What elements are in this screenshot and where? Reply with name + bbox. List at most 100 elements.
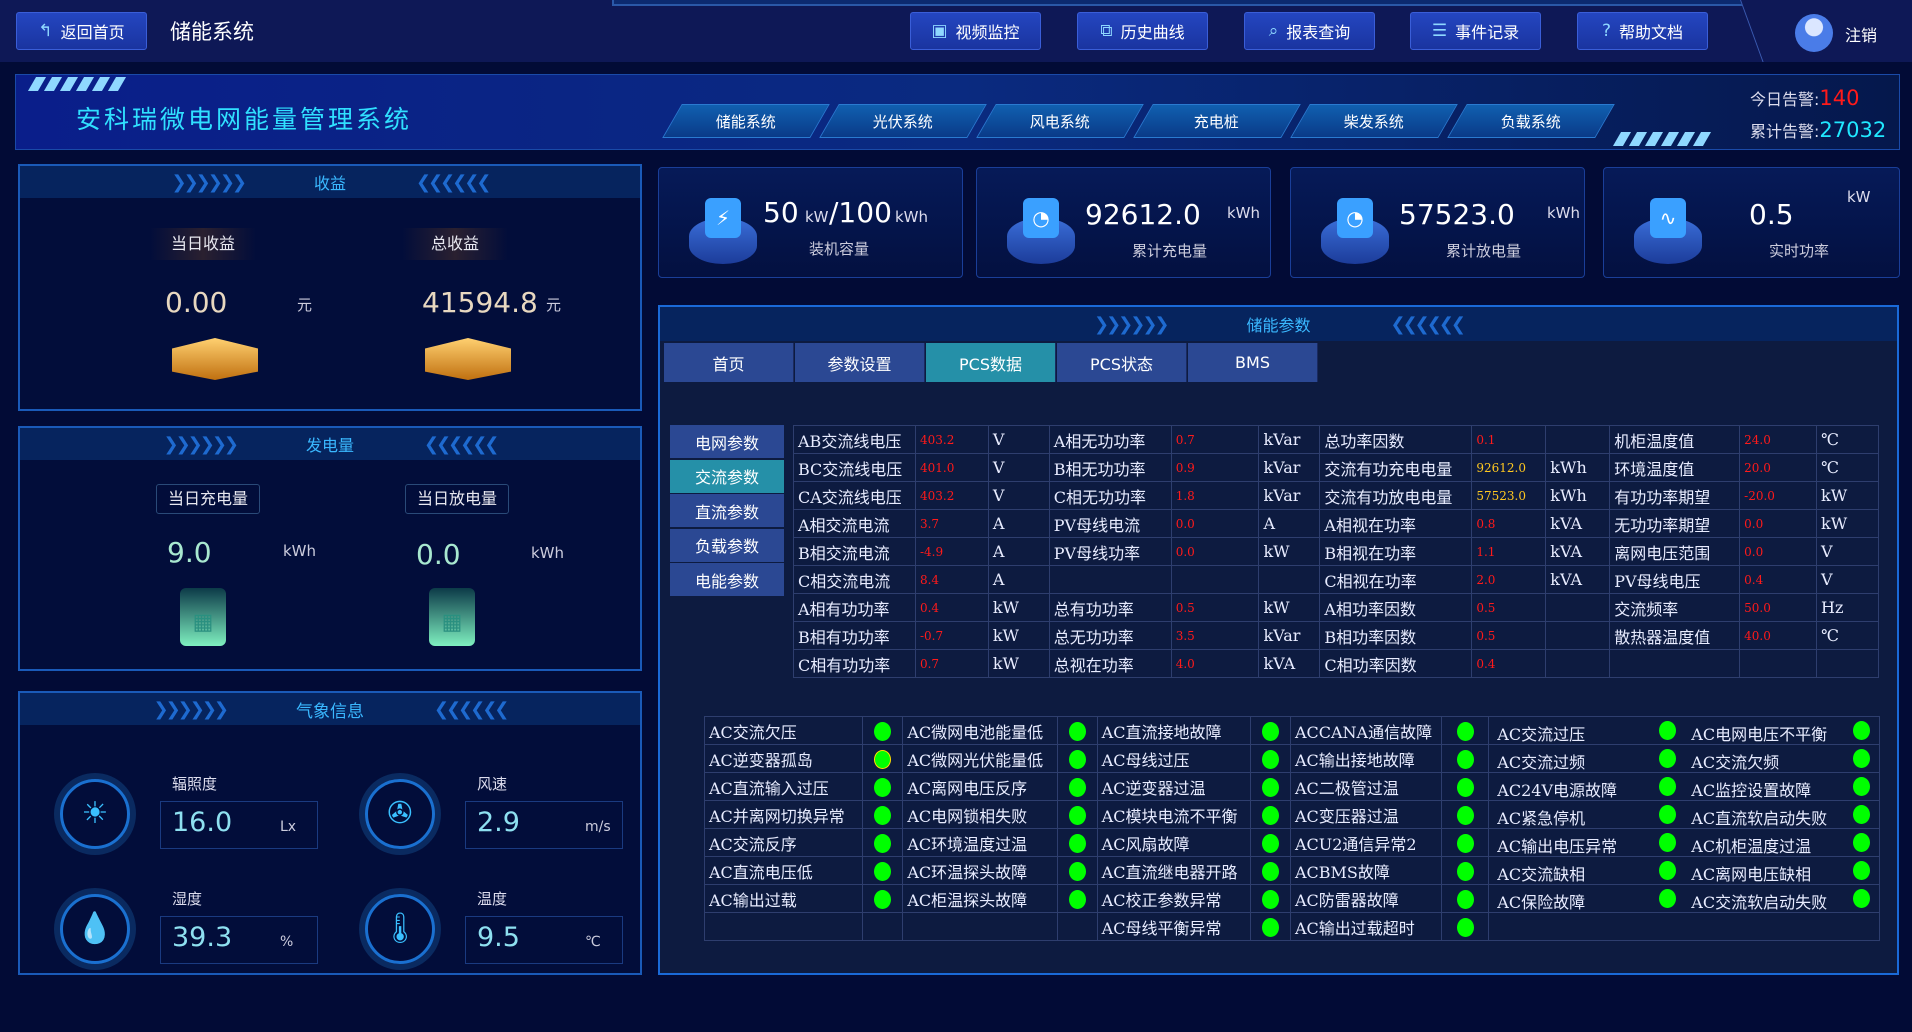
fault-row: AC逆变器孤岛 AC微网光伏能量低 AC母线过压 AC输出接地故障 AC交流过频 AC交流… <box>703 744 1880 773</box>
nav-button-3[interactable]: ☰ 事件记录 <box>1410 12 1541 50</box>
param-label: PV母线功率 <box>1048 537 1172 566</box>
logout-link[interactable]: 注销 <box>1845 26 1878 45</box>
fault-label: ACU2通信异常2 <box>1289 828 1443 857</box>
fault-label: AC防雷器故障 <box>1289 884 1443 913</box>
fault-pair-cell <box>1488 912 1880 941</box>
param-unit: kVar <box>1258 453 1321 482</box>
param-value: 0.4 <box>914 593 989 622</box>
side-tab-4[interactable]: 电能参数 <box>670 563 784 596</box>
fault-pair-cell: AC输出电压异常 AC机柜温度过温 <box>1488 828 1880 857</box>
param-label: A相视在功率 <box>1319 509 1473 538</box>
chart-icon: ⧉ <box>1100 21 1113 41</box>
fault-label: AC交流过压 <box>1497 725 1586 744</box>
fault-label: AC交流反序 <box>703 828 864 857</box>
side-tab-0[interactable]: 电网参数 <box>670 425 784 458</box>
system-tab-5[interactable]: 负载系统 <box>1447 104 1615 138</box>
side-tab-2[interactable]: 直流参数 <box>670 494 784 527</box>
weather-value-box <box>160 916 318 964</box>
stat-card: ◔ 92612.0 kWh 累计充电量 <box>976 167 1271 278</box>
fault-label: AC逆变器过温 <box>1096 772 1251 801</box>
fault-label: AC交流欠频 <box>1691 753 1780 772</box>
document-icon: ☰ <box>1431 21 1448 41</box>
fault-indicator <box>1441 744 1490 773</box>
weather-label: 风速 <box>477 775 508 793</box>
status-dot-icon <box>1456 777 1474 797</box>
fault-label: AC电网锁相失败 <box>902 800 1058 829</box>
system-tab-label: 储能系统 <box>715 112 776 131</box>
param-value: 0.7 <box>1170 425 1260 454</box>
fault-row: AC直流输入过压 AC离网电压反序 AC逆变器过温 AC二极管过温 AC24V电源故障 A… <box>703 772 1880 801</box>
param-label: B相交流电流 <box>793 537 916 566</box>
tab-4[interactable]: BMS <box>1188 343 1318 382</box>
fault-indicator <box>1056 744 1098 773</box>
system-tab-4[interactable]: 柴发系统 <box>1290 104 1458 138</box>
status-dot-icon <box>1659 833 1677 852</box>
param-unit: A <box>987 565 1050 594</box>
fault-label: AC交流过频 <box>1497 753 1586 772</box>
nav-button-1[interactable]: ⧉ 历史曲线 <box>1077 12 1208 50</box>
param-value: 0.1 <box>1471 425 1547 454</box>
param-value: 2.0 <box>1471 565 1547 594</box>
nav-button-4[interactable]: ? 帮助文档 <box>1577 12 1708 50</box>
param-unit: kVar <box>1258 481 1321 510</box>
side-tab-1[interactable]: 交流参数 <box>670 459 784 493</box>
param-label: C相交流电流 <box>793 565 916 594</box>
param-value: 1.8 <box>1170 481 1260 510</box>
tab-0[interactable]: 首页 <box>664 343 794 382</box>
param-label: C相有功功率 <box>793 649 916 678</box>
param-unit: kVar <box>1258 425 1321 454</box>
param-label: 交流有功放电电量 <box>1319 481 1473 510</box>
fault-label: ACCANA通信故障 <box>1289 716 1443 745</box>
avatar[interactable] <box>1795 14 1833 52</box>
today-discharge-value: 0.0 <box>416 538 461 571</box>
param-label: C相无功功率 <box>1048 481 1172 510</box>
param-label: B相有功功率 <box>793 621 916 650</box>
fault-indicator <box>1056 800 1098 829</box>
param-unit <box>1545 593 1611 622</box>
help-icon: ? <box>1601 21 1611 41</box>
fault-indicator <box>1056 828 1098 857</box>
param-value: 0.9 <box>1170 453 1260 482</box>
tab-3[interactable]: PCS状态 <box>1057 343 1187 382</box>
fault-indicator <box>1056 884 1098 913</box>
system-tab-1[interactable]: 光伏系统 <box>819 104 987 138</box>
fault-indicator <box>1056 856 1098 885</box>
fault-indicator <box>1249 744 1291 773</box>
energy-unit: kWh <box>283 542 317 560</box>
fault-indicator <box>1441 856 1490 885</box>
system-tab-0[interactable]: 储能系统 <box>662 104 830 138</box>
param-unit: ℃ <box>1816 621 1879 650</box>
param-value: 24.0 <box>1739 425 1818 454</box>
fault-indicator <box>1249 772 1291 801</box>
income-unit: 元 <box>297 296 313 314</box>
fault-indicator <box>862 912 904 941</box>
param-label: AB交流线电压 <box>793 425 916 454</box>
param-value: 0.0 <box>1739 537 1818 566</box>
system-tab-label: 充电桩 <box>1194 112 1240 131</box>
nav-button-0[interactable]: ▣ 视频监控 <box>910 12 1041 50</box>
param-unit <box>1258 565 1321 594</box>
fault-indicator <box>1249 912 1291 941</box>
side-tab-3[interactable]: 负载参数 <box>670 528 784 562</box>
system-tab-2[interactable]: 风电系统 <box>976 104 1144 138</box>
calendar-icon: ▦ <box>429 588 475 646</box>
fault-pair-cell: AC交流缺相 AC离网电压缺相 <box>1488 856 1880 885</box>
nav-button-2[interactable]: ⌕ 报表查询 <box>1244 12 1375 50</box>
fault-indicator <box>1056 772 1098 801</box>
param-unit <box>1545 425 1611 454</box>
fault-indicator <box>1249 828 1291 857</box>
fault-label: AC环温探头故障 <box>902 856 1058 885</box>
water-drop-icon: 💧 <box>60 894 130 964</box>
table-row: B相有功功率 -0.7 kW 总无功功率 3.5 kVar B相功率因数 0.5 散热器温度值 4… <box>793 621 1879 650</box>
system-tab-3[interactable]: 充电桩 <box>1133 104 1301 138</box>
param-label: B相功率因数 <box>1319 621 1473 650</box>
status-dot-icon <box>1261 833 1279 853</box>
back-home-button[interactable]: ↰ 返回首页 <box>16 12 147 50</box>
param-label: C相视在功率 <box>1319 565 1473 594</box>
tab-2[interactable]: PCS数据 <box>926 343 1056 382</box>
fault-label: AC校正参数异常 <box>1096 884 1251 913</box>
tab-1[interactable]: 参数设置 <box>795 343 925 382</box>
total-alarm-value: 27032 <box>1819 118 1887 142</box>
param-value: 4.0 <box>1170 649 1260 678</box>
card-capacity: /100 <box>829 196 892 229</box>
